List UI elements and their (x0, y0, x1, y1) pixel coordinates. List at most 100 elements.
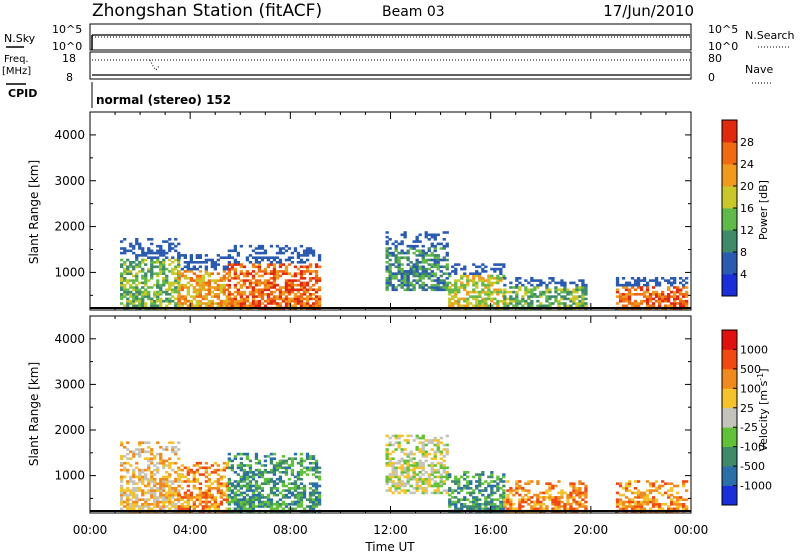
data-cell (257, 293, 262, 296)
data-cell (305, 281, 310, 285)
data-cell (412, 473, 416, 476)
data-cell (260, 487, 265, 490)
data-cell (670, 277, 674, 280)
data-cell (195, 498, 199, 501)
data-cell (296, 256, 301, 259)
data-cell (645, 283, 650, 287)
data-cell (436, 443, 440, 447)
data-cell (123, 505, 127, 508)
data-cell (132, 251, 136, 255)
data-cell (481, 283, 485, 287)
data-cell (266, 256, 271, 259)
data-cell (496, 487, 500, 490)
data-cell (141, 299, 145, 303)
data-cell (433, 480, 437, 483)
data-cell (257, 283, 262, 287)
data-cell (168, 263, 172, 266)
data-cell (682, 503, 686, 506)
data-cell (135, 475, 139, 479)
data-cell (225, 272, 229, 275)
data-cell (204, 507, 208, 511)
data-cell (560, 500, 564, 504)
data-cell (445, 267, 449, 271)
nave-label: Nave (745, 63, 773, 76)
data-cell (171, 491, 175, 495)
data-cell (563, 283, 567, 287)
data-cell (442, 247, 446, 250)
data-cell (129, 491, 133, 495)
data-cell (242, 304, 247, 308)
data-cell (141, 491, 145, 495)
data-cell (433, 468, 437, 472)
data-cell (257, 500, 262, 504)
data-cell (415, 446, 419, 449)
data-cell (457, 286, 461, 289)
data-cell (469, 302, 473, 305)
data-cell (394, 286, 398, 289)
data-cell (427, 274, 431, 278)
data-cell (233, 247, 237, 250)
data-cell (536, 480, 540, 483)
data-cell (138, 265, 142, 269)
data-cell (129, 475, 133, 479)
data-cell (509, 503, 513, 506)
data-cell (150, 249, 154, 253)
data-cell (388, 461, 392, 465)
data-cell (445, 272, 449, 275)
nsearch-tick-top: 10^5 (708, 23, 738, 36)
data-cell (278, 477, 283, 481)
data-cell (254, 247, 259, 250)
data-cell (563, 491, 567, 495)
data-cell (530, 507, 534, 511)
data-cell (388, 274, 392, 278)
data-cell (314, 297, 319, 301)
data-cell (442, 471, 446, 474)
data-cell (676, 288, 680, 292)
data-cell (186, 288, 190, 292)
data-cell (260, 247, 265, 250)
data-cell (135, 503, 139, 506)
x-tick-label: 20:00 (574, 523, 609, 537)
data-cell (645, 281, 650, 285)
data-cell (421, 281, 425, 285)
data-cell (433, 261, 437, 264)
data-cell (424, 491, 428, 495)
data-cell (153, 290, 157, 294)
data-cell (584, 290, 588, 294)
data-cell (123, 247, 127, 250)
data-cell (254, 299, 259, 303)
data-cell (239, 507, 243, 511)
data-cell (409, 459, 413, 463)
data-cell (554, 498, 558, 501)
data-cell (159, 270, 163, 273)
data-cell (272, 464, 277, 467)
data-cell (278, 491, 283, 495)
data-cell (679, 496, 683, 499)
data-cell (204, 496, 208, 499)
data-cell (233, 498, 237, 501)
data-cell (515, 286, 519, 289)
data-cell (189, 261, 193, 264)
data-cell (536, 498, 540, 501)
colorbar-swatch (722, 349, 737, 370)
data-cell (661, 290, 665, 294)
data-cell (406, 452, 410, 456)
data-cell (198, 461, 202, 465)
data-cell (204, 302, 208, 305)
data-cell (150, 297, 154, 301)
data-cell (293, 299, 298, 303)
cpid-label: CPID (8, 87, 37, 100)
data-cell (412, 461, 416, 465)
data-cell (225, 295, 229, 298)
data-cell (165, 297, 169, 301)
data-cell (636, 281, 641, 285)
data-cell (254, 304, 259, 308)
data-cell (236, 489, 240, 492)
data-cell (394, 473, 398, 476)
data-cell (254, 496, 259, 499)
data-cell (269, 272, 274, 275)
data-cell (436, 475, 440, 479)
data-cell (269, 299, 274, 303)
data-cell (254, 498, 259, 501)
data-cell (144, 263, 148, 266)
